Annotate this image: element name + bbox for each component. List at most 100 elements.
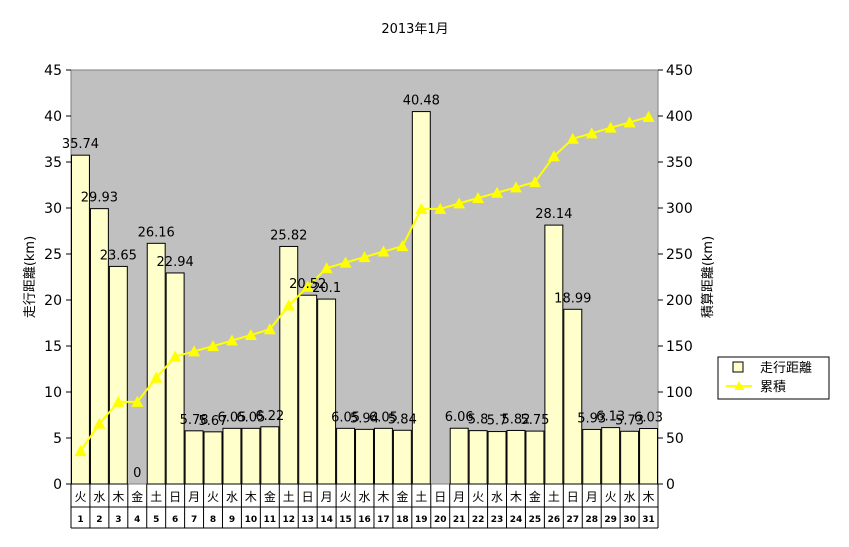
bar-value-label: 6.06 <box>445 410 474 425</box>
left-tick-label: 25 <box>44 247 62 263</box>
bar-day-18 <box>392 429 412 485</box>
cumulative-marker-day-16 <box>358 251 371 263</box>
left-tick-label: 30 <box>44 201 62 217</box>
weekday-label: 水 <box>491 490 503 504</box>
bar-day-25 <box>525 430 545 485</box>
weekday-label: 土 <box>283 490 295 504</box>
legend-bar-label: 走行距離 <box>760 361 812 376</box>
bar-day-28 <box>582 428 602 485</box>
cumulative-marker-day-6 <box>169 350 182 362</box>
bar-day-6 <box>165 272 185 485</box>
day-label: 9 <box>229 515 235 525</box>
day-label: 3 <box>115 515 121 525</box>
weekday-label: 水 <box>358 490 370 504</box>
bar-day-16 <box>355 428 374 485</box>
day-label: 23 <box>491 515 504 525</box>
weekday-label: 土 <box>415 490 427 504</box>
bar-day-9 <box>222 427 242 485</box>
bar-value-label: 6.05 <box>369 410 398 425</box>
cumulative-marker-day-21 <box>453 197 466 209</box>
bar-value-label: 6.22 <box>255 409 284 424</box>
cumulative-marker-day-24 <box>509 181 522 193</box>
weekday-label: 日 <box>434 490 446 504</box>
day-label: 2 <box>96 515 102 525</box>
x-axis-categories: 火 1 水 2 木 3 金 4 土 5 日 6 月 7 火 8 水 9 木 10 金 11 土 12 日 13 月 14 火 15 水 16 木… <box>70 484 659 529</box>
bar-day-13 <box>298 294 318 485</box>
bar-value-label: 6.13 <box>596 410 625 425</box>
right-axis-ticks: 0 50 100 150 200 250 300 350 400 450 <box>658 63 693 493</box>
right-tick-label: 150 <box>666 339 693 355</box>
weekday-label: 水 <box>624 490 636 504</box>
legend-line-label: 累積 <box>760 380 786 395</box>
bar-value-label: 6.05 <box>331 410 360 425</box>
right-tick-label: 200 <box>666 293 693 309</box>
bar-day-23 <box>487 431 507 485</box>
day-label: 25 <box>529 515 542 525</box>
cumulative-marker-day-29 <box>604 121 617 133</box>
bar-day-21 <box>449 427 469 485</box>
left-tick-label: 35 <box>44 155 62 171</box>
cumulative-marker-day-12 <box>282 299 295 311</box>
cumulative-marker-day-4 <box>131 395 144 407</box>
bar-value-label: 5.78 <box>180 413 209 428</box>
day-label: 7 <box>191 515 197 525</box>
cumulative-marker-day-22 <box>472 192 485 204</box>
left-tick-label: 10 <box>44 385 62 401</box>
weekday-label: 金 <box>131 489 143 504</box>
legend: 走行距離 累積 <box>717 356 830 400</box>
bar-day-29 <box>601 427 621 485</box>
cumulative-marker-day-30 <box>623 116 636 128</box>
cumulative-series <box>74 110 655 457</box>
day-label: 14 <box>320 515 333 525</box>
left-tick-label: 15 <box>44 339 62 355</box>
day-label: 26 <box>548 515 561 525</box>
cumulative-marker-day-11 <box>263 323 276 335</box>
day-label: 5 <box>153 515 159 525</box>
bar-day-11 <box>260 426 280 485</box>
weekday-label: 火 <box>472 490 484 504</box>
bar-value-label: 25.82 <box>270 228 307 243</box>
bar-day-5 <box>146 242 166 485</box>
bar-day-10 <box>241 427 261 485</box>
cumulative-marker-day-18 <box>396 240 409 252</box>
bar-day-14 <box>317 298 337 485</box>
cumulative-marker-day-31 <box>642 110 655 122</box>
weekday-label: 日 <box>567 490 579 504</box>
day-label: 16 <box>358 515 371 525</box>
bar-value-label: 40.48 <box>403 94 440 109</box>
bar-day-19 <box>411 111 431 485</box>
weekday-label: 日 <box>169 490 181 504</box>
weekday-label: 土 <box>150 490 162 504</box>
left-tick-label: 0 <box>53 477 62 493</box>
right-tick-label: 0 <box>666 477 675 493</box>
bar-value-label: 5.84 <box>388 412 417 427</box>
bar-value-label: 0 <box>133 466 141 481</box>
cumulative-marker-day-26 <box>547 150 560 162</box>
bar-value-label: 5.73 <box>615 413 644 428</box>
bar-value-label: 35.74 <box>62 137 99 152</box>
bar-day-24 <box>506 429 526 485</box>
cumulative-marker-day-23 <box>491 186 504 198</box>
bar-day-1 <box>71 154 90 485</box>
bar-value-label: 5.75 <box>520 413 549 428</box>
cumulative-marker-day-19 <box>415 202 428 214</box>
bar-day-12 <box>279 245 299 485</box>
chart-title: 2013年1月 <box>381 22 448 37</box>
weekday-label: 月 <box>586 490 598 504</box>
bar-day-17 <box>373 427 393 485</box>
day-label: 22 <box>472 515 485 525</box>
weekday-label: 木 <box>245 490 257 504</box>
right-axis-title: 積算距離(km) <box>701 236 716 318</box>
cumulative-marker-day-2 <box>93 417 106 429</box>
cumulative-marker-day-15 <box>339 256 352 268</box>
bar-day-7 <box>184 430 204 485</box>
day-label: 8 <box>210 515 216 525</box>
weekday-label: 木 <box>643 490 655 504</box>
weekday-label: 木 <box>377 490 389 504</box>
bar-day-8 <box>203 431 223 485</box>
weekday-label: 水 <box>226 490 238 504</box>
bar-value-label: 5.8 <box>468 413 489 428</box>
day-label: 24 <box>510 515 523 525</box>
bar-day-2 <box>89 208 109 485</box>
bar-value-label: 6.05 <box>236 410 265 425</box>
